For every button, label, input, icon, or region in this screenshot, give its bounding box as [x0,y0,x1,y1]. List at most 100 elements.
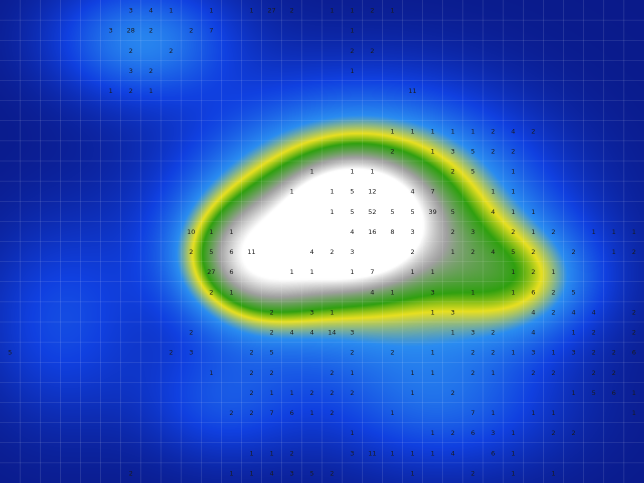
cell-value-label: 3 [410,228,414,236]
cell-value-label: 3 [451,308,455,316]
cell-value-label: 1 [431,349,435,357]
cell-value-label: 6 [632,349,636,357]
cell-value-label: 1 [270,449,274,457]
cell-value-label: 6 [290,409,294,417]
cell-value-label: 5 [310,469,314,477]
cell-value-label: 1 [491,188,495,196]
cell-value-label: 3 [471,228,475,236]
cell-value-label: 1 [310,268,314,276]
cell-value-label: 2 [471,369,475,377]
cell-value-label: 1 [511,288,515,296]
cell-value-label: 2 [229,409,233,417]
cell-value-label: 2 [350,47,354,55]
cell-value-label: 1 [571,389,575,397]
cell-value-label: 1 [390,288,394,296]
cell-value-label: 1 [290,389,294,397]
cell-value-label: 7 [270,409,274,417]
cell-value-label: 5 [471,147,475,155]
cell-value-label: 1 [410,369,414,377]
cell-value-label: 52 [368,208,376,216]
cell-value-label: 2 [491,329,495,337]
cell-value-label: 3 [350,449,354,457]
cell-value-label: 2 [551,308,555,316]
cell-value-label: 6 [612,389,616,397]
cell-value-label: 1 [109,87,113,95]
cell-value-label: 2 [531,369,535,377]
cell-value-label: 3 [571,349,575,357]
cell-value-label: 1 [431,369,435,377]
cell-value-label: 1 [471,288,475,296]
cell-value-label: 3 [109,27,113,35]
cell-value-label: 4 [491,248,495,256]
cell-value-label: 1 [229,288,233,296]
cell-value-label: 2 [330,248,334,256]
cell-value-label: 1 [551,469,555,477]
cell-value-label: 1 [390,409,394,417]
cell-value-label: 2 [592,329,596,337]
cell-value-label: 1 [551,268,555,276]
cell-value-label: 1 [249,469,253,477]
cell-value-label: 2 [149,67,153,75]
cell-value-label: 10 [187,228,195,236]
cell-value-label: 4 [310,329,314,337]
cell-value-label: 1 [571,329,575,337]
cell-value-label: 4 [270,469,274,477]
cell-value-label: 2 [350,389,354,397]
cell-value-label: 3 [471,329,475,337]
cell-value-label: 2 [592,349,596,357]
cell-value-label: 2 [632,329,636,337]
cell-value-label: 2 [330,369,334,377]
cell-value-label: 1 [209,7,213,15]
cell-value-label: 1 [350,7,354,15]
cell-value-label: 1 [350,27,354,35]
cell-value-label: 7 [209,27,213,35]
cell-value-label: 2 [451,228,455,236]
cell-value-label: 1 [149,87,153,95]
cell-value-label: 27 [207,268,215,276]
cell-value-label: 2 [189,248,193,256]
cell-value-label: 6 [531,288,535,296]
cell-value-label: 4 [451,449,455,457]
cell-value-label: 2 [410,248,414,256]
cell-value-label: 11 [368,449,376,457]
cell-value-label: 2 [209,288,213,296]
cell-value-label: 1 [511,168,515,176]
cell-value-label: 1 [209,228,213,236]
cell-value-label: 2 [471,248,475,256]
cell-value-label: 1 [531,208,535,216]
cell-value-label: 4 [149,7,153,15]
cell-value-label: 1 [531,409,535,417]
cell-value-label: 1 [350,268,354,276]
cell-value-label: 12 [368,188,376,196]
cell-value-label: 2 [330,469,334,477]
cell-value-label: 1 [632,228,636,236]
cell-value-label: 2 [169,349,173,357]
cell-value-label: 1 [229,228,233,236]
cell-value-label: 4 [571,308,575,316]
cell-value-label: 5 [350,188,354,196]
cell-value-label: 7 [370,268,374,276]
cell-value-label: 1 [390,127,394,135]
cell-value-label: 1 [511,208,515,216]
cell-value-label: 2 [471,349,475,357]
cell-value-label: 1 [209,369,213,377]
cell-value-label: 2 [511,228,515,236]
cell-value-label: 1 [249,7,253,15]
cell-value-label: 4 [592,308,596,316]
cell-value-label: 1 [592,228,596,236]
cell-value-label: 1 [431,429,435,437]
cell-value-label: 2 [149,27,153,35]
cell-value-label: 1 [390,7,394,15]
cell-value-label: 2 [390,147,394,155]
cell-value-label: 4 [370,288,374,296]
cell-value-label: 1 [511,429,515,437]
cell-value-label: 3 [350,329,354,337]
cell-value-label: 2 [249,409,253,417]
cell-value-label: 27 [268,7,276,15]
cell-value-label: 2 [270,308,274,316]
cell-value-label: 3 [531,349,535,357]
cell-value-label: 2 [491,349,495,357]
cell-value-label: 1 [310,409,314,417]
cell-value-label: 2 [612,349,616,357]
